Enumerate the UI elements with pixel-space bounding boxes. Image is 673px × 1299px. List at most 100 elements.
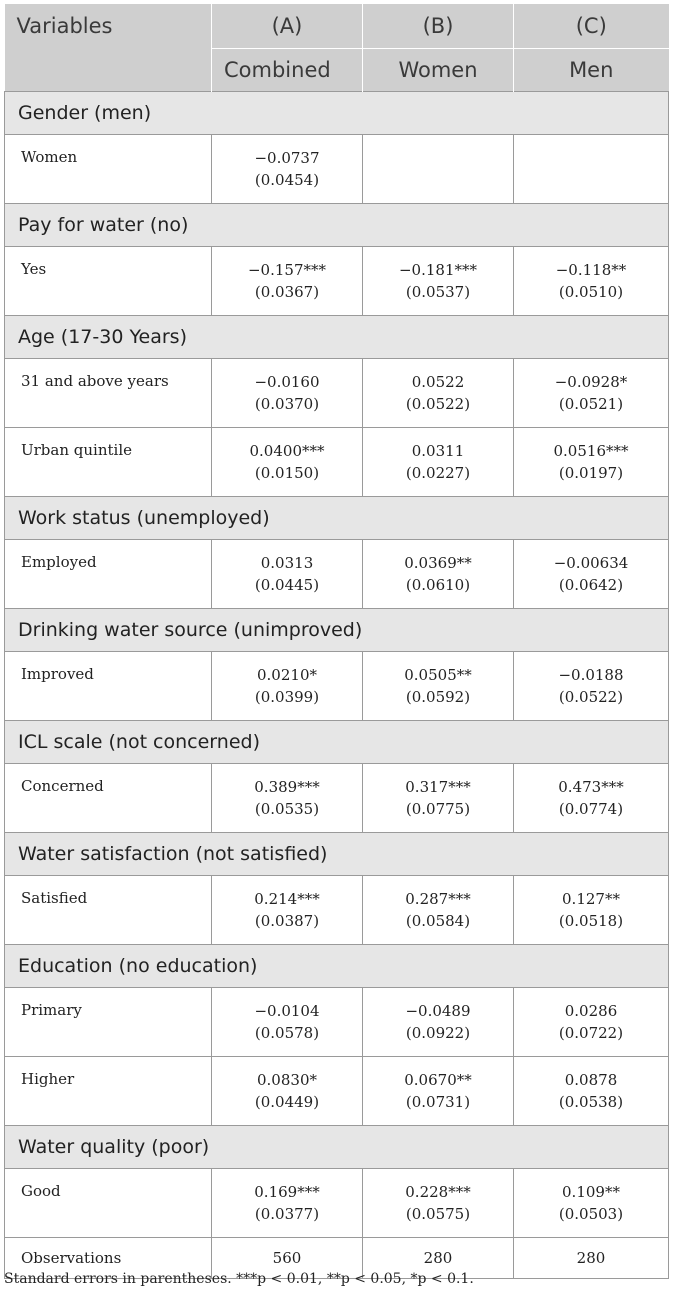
coefficient-value: 0.0313 xyxy=(260,554,314,572)
coefficient-value: 0.0505** xyxy=(404,666,472,684)
coefficient-value: −0.0737 xyxy=(254,149,320,167)
coefficient-value: 0.228*** xyxy=(405,1183,471,1201)
section-row: Pay for water (no) xyxy=(4,203,669,247)
coefficient-cell: 0.228*** (0.0575) xyxy=(362,1168,514,1238)
coefficient-value: 0.0400*** xyxy=(249,442,325,460)
row-label: Employed xyxy=(4,539,212,609)
section-row: Education (no education) xyxy=(4,944,669,988)
coefficient-value: 0.0670** xyxy=(404,1071,472,1089)
coefficient-cell: −0.157*** (0.0367) xyxy=(211,246,363,316)
section-row: Gender (men) xyxy=(4,91,669,135)
coefficient-cell: −0.0489 (0.0922) xyxy=(362,987,514,1057)
table-row: Improved 0.0210* (0.0399) 0.0505** (0.0592) −… xyxy=(4,651,669,721)
coefficient-cell: 0.0286 (0.0722) xyxy=(513,987,669,1057)
observations-value: 560 xyxy=(211,1237,363,1279)
row-label: Women xyxy=(4,134,212,204)
row-label: Higher xyxy=(4,1056,212,1126)
row-label: Concerned xyxy=(4,763,212,833)
standard-error: (0.0503) xyxy=(558,1205,624,1223)
coefficient-cell: 0.127** (0.0518) xyxy=(513,875,669,945)
column-id-a: (A) xyxy=(211,4,363,49)
section-row: Water satisfaction (not satisfied) xyxy=(4,832,669,876)
coefficient-value: −0.0104 xyxy=(254,1002,320,1020)
coefficient-value: 0.0311 xyxy=(411,442,465,460)
coefficient-cell: 0.473*** (0.0774) xyxy=(513,763,669,833)
coefficient-value: 0.287*** xyxy=(405,890,471,908)
coefficient-value: 0.214*** xyxy=(254,890,320,908)
coefficient-value: 0.473*** xyxy=(558,778,624,796)
table-row: Satisfied 0.214*** (0.0387) 0.287*** (0.0584… xyxy=(4,875,669,945)
coefficient-value: 0.0210* xyxy=(257,666,317,684)
coefficient-cell: 0.0369** (0.0610) xyxy=(362,539,514,609)
coefficient-cell: 0.109** (0.0503) xyxy=(513,1168,669,1238)
coefficient-value: −0.0928* xyxy=(554,373,628,391)
standard-error: (0.0610) xyxy=(405,576,471,594)
standard-error: (0.0150) xyxy=(254,464,320,482)
coefficient-value: −0.0160 xyxy=(254,373,320,391)
table-body: Gender (men) Women −0.0737 (0.0454) Pay for … xyxy=(4,91,669,1279)
coefficient-cell: 0.169*** (0.0377) xyxy=(211,1168,363,1238)
standard-error: (0.0454) xyxy=(254,171,320,189)
section-title: Pay for water (no) xyxy=(4,203,669,247)
standard-error: (0.0518) xyxy=(558,912,624,930)
table-row: Good 0.169*** (0.0377) 0.228*** (0.0575) 0.10… xyxy=(4,1168,669,1238)
coefficient-cell xyxy=(513,134,669,204)
section-title: ICL scale (not concerned) xyxy=(4,720,669,764)
coefficient-cell: −0.00634 (0.0642) xyxy=(513,539,669,609)
coefficient-value: −0.00634 xyxy=(553,554,629,572)
coefficient-cell: 0.0505** (0.0592) xyxy=(362,651,514,721)
section-title: Work status (unemployed) xyxy=(4,496,669,540)
coefficient-cell: 0.0830* (0.0449) xyxy=(211,1056,363,1126)
standard-error: (0.0535) xyxy=(254,800,320,818)
coefficient-value: 0.127** xyxy=(562,890,620,908)
standard-error: (0.0922) xyxy=(405,1024,471,1042)
row-label: Primary xyxy=(4,987,212,1057)
coefficient-value: 0.389*** xyxy=(254,778,320,796)
coefficient-value: 0.0516*** xyxy=(553,442,629,460)
standard-error: (0.0445) xyxy=(254,576,320,594)
table-row: Yes −0.157*** (0.0367) −0.181*** (0.0537) −0.… xyxy=(4,246,669,316)
coefficient-cell: −0.0928* (0.0521) xyxy=(513,358,669,428)
coefficient-value: 0.317*** xyxy=(405,778,471,796)
coefficient-cell: −0.0737 (0.0454) xyxy=(211,134,363,204)
row-label: Satisfied xyxy=(4,875,212,945)
table-row: Women −0.0737 (0.0454) xyxy=(4,134,669,204)
coefficient-cell: 0.0400*** (0.0150) xyxy=(211,427,363,497)
coefficient-cell: −0.0160 (0.0370) xyxy=(211,358,363,428)
header-row-names: Combined Women Men xyxy=(5,48,669,92)
section-title: Gender (men) xyxy=(4,91,669,135)
standard-error: (0.0377) xyxy=(254,1205,320,1223)
standard-error: (0.0774) xyxy=(558,800,624,818)
table-row: 31 and above years −0.0160 (0.0370) 0.0522 (… xyxy=(4,358,669,428)
standard-error: (0.0575) xyxy=(405,1205,471,1223)
coefficient-value: 0.109** xyxy=(562,1183,620,1201)
standard-error: (0.0584) xyxy=(405,912,471,930)
coefficient-cell: 0.0878 (0.0538) xyxy=(513,1056,669,1126)
observations-value: 280 xyxy=(362,1237,514,1279)
standard-error: (0.0367) xyxy=(254,283,320,301)
row-label: 31 and above years xyxy=(4,358,212,428)
coefficient-cell: −0.181*** (0.0537) xyxy=(362,246,514,316)
coefficient-cell: −0.0188 (0.0522) xyxy=(513,651,669,721)
standard-error: (0.0521) xyxy=(558,395,624,413)
coefficient-cell: −0.118** (0.0510) xyxy=(513,246,669,316)
observations-row: Observations 560 280 280 xyxy=(4,1237,669,1279)
standard-error: (0.0538) xyxy=(558,1093,624,1111)
table-row: Primary −0.0104 (0.0578) −0.0489 (0.0922) 0.0… xyxy=(4,987,669,1057)
section-row: Water quality (poor) xyxy=(4,1125,669,1169)
coefficient-value: −0.0188 xyxy=(558,666,624,684)
coefficient-cell: 0.0210* (0.0399) xyxy=(211,651,363,721)
coefficient-cell: 0.0670** (0.0731) xyxy=(362,1056,514,1126)
row-label: Yes xyxy=(4,246,212,316)
observations-label: Observations xyxy=(4,1237,212,1279)
standard-error: (0.0227) xyxy=(405,464,471,482)
coefficient-cell: 0.0516*** (0.0197) xyxy=(513,427,669,497)
standard-error: (0.0578) xyxy=(254,1024,320,1042)
table-row: Employed 0.0313 (0.0445) 0.0369** (0.0610) −0… xyxy=(4,539,669,609)
section-title: Drinking water source (unimproved) xyxy=(4,608,669,652)
standard-error: (0.0592) xyxy=(405,688,471,706)
row-label: Urban quintile xyxy=(4,427,212,497)
coefficient-cell: 0.0522 (0.0522) xyxy=(362,358,514,428)
column-name-combined: Combined xyxy=(211,48,363,92)
standard-error: (0.0731) xyxy=(405,1093,471,1111)
